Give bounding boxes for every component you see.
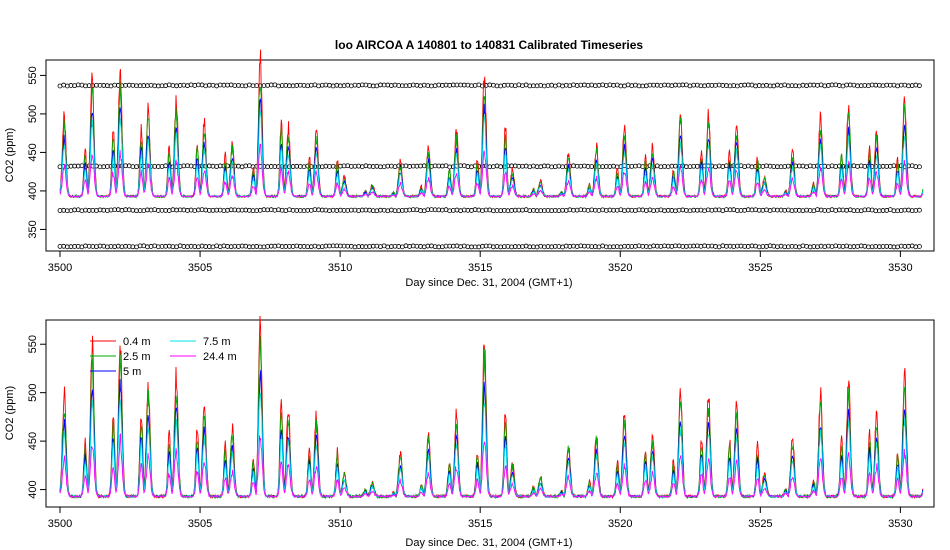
- x-tick-label: 3530: [888, 518, 912, 530]
- x-tick-label: 3520: [608, 262, 632, 274]
- legend: 0.4 m 2.5 m 5 m 7.5 m 24.4 m: [90, 336, 237, 378]
- y-axis: 400 450 500 550: [27, 335, 46, 499]
- x-tick-label: 3515: [468, 518, 492, 530]
- series-lines: [59, 315, 924, 500]
- y-tick-label: 450: [27, 432, 39, 450]
- reference-point: [917, 83, 922, 89]
- y-tick-label: 350: [27, 220, 39, 238]
- y-axis: 350 400 450 500 550: [27, 66, 46, 239]
- y-axis-label: CO2 (ppm): [4, 128, 16, 182]
- y-tick-label: 400: [27, 480, 39, 498]
- x-tick-label: 3510: [328, 518, 352, 530]
- reference-point: [917, 164, 922, 170]
- legend-label: 5 m: [123, 366, 141, 378]
- x-tick-label: 3505: [188, 262, 212, 274]
- y-tick-label: 550: [27, 335, 39, 353]
- panel-top: 3500 3505 3510 3515 3520 3525 3530 350 400 450 50…: [4, 49, 935, 289]
- y-tick-label: 500: [27, 383, 39, 401]
- x-tick-label: 3530: [888, 262, 912, 274]
- y-tick-label: 400: [27, 182, 39, 200]
- x-axis-label: Day since Dec. 31, 2004 (GMT+1): [405, 277, 572, 289]
- x-tick-label: 3500: [48, 262, 72, 274]
- reference-levels: [57, 82, 922, 250]
- reference-point: [917, 244, 922, 249]
- legend-label: 0.4 m: [123, 336, 151, 348]
- y-tick-label: 450: [27, 143, 39, 161]
- series-line-0.4m: [59, 315, 924, 500]
- x-axis: 3500 3505 3510 3515 3520 3525 3530: [48, 506, 913, 530]
- x-tick-label: 3515: [468, 262, 492, 274]
- x-tick-label: 3525: [748, 262, 772, 274]
- panel-top-frame: [45, 59, 935, 252]
- reference-point: [917, 207, 922, 213]
- legend-label: 2.5 m: [123, 351, 151, 363]
- x-axis: 3500 3505 3510 3515 3520 3525 3530: [48, 250, 913, 274]
- y-tick-label: 500: [27, 105, 39, 123]
- legend-label: 24.4 m: [203, 351, 237, 363]
- y-tick-label: 550: [27, 66, 39, 84]
- panel-bottom: 3500 3505 3510 3515 3520 3525 3530 400 450 500 55…: [4, 315, 935, 549]
- chart-title: loo AIRCOA A 140801 to 140831 Calibrated…: [335, 38, 643, 52]
- x-tick-label: 3510: [328, 262, 352, 274]
- legend-label: 7.5 m: [203, 336, 231, 348]
- x-tick-label: 3500: [48, 518, 72, 530]
- x-tick-label: 3525: [748, 518, 772, 530]
- series-line-0.4m: [59, 49, 924, 199]
- x-tick-label: 3505: [188, 518, 212, 530]
- x-axis-label: Day since Dec. 31, 2004 (GMT+1): [405, 537, 572, 549]
- y-axis-label: CO2 (ppm): [4, 386, 16, 440]
- series-line-24.4m: [59, 432, 924, 499]
- series-line-2.5m: [59, 335, 924, 500]
- series-lines: [59, 49, 924, 200]
- x-tick-label: 3520: [608, 518, 632, 530]
- series-line-24.4m: [59, 143, 924, 198]
